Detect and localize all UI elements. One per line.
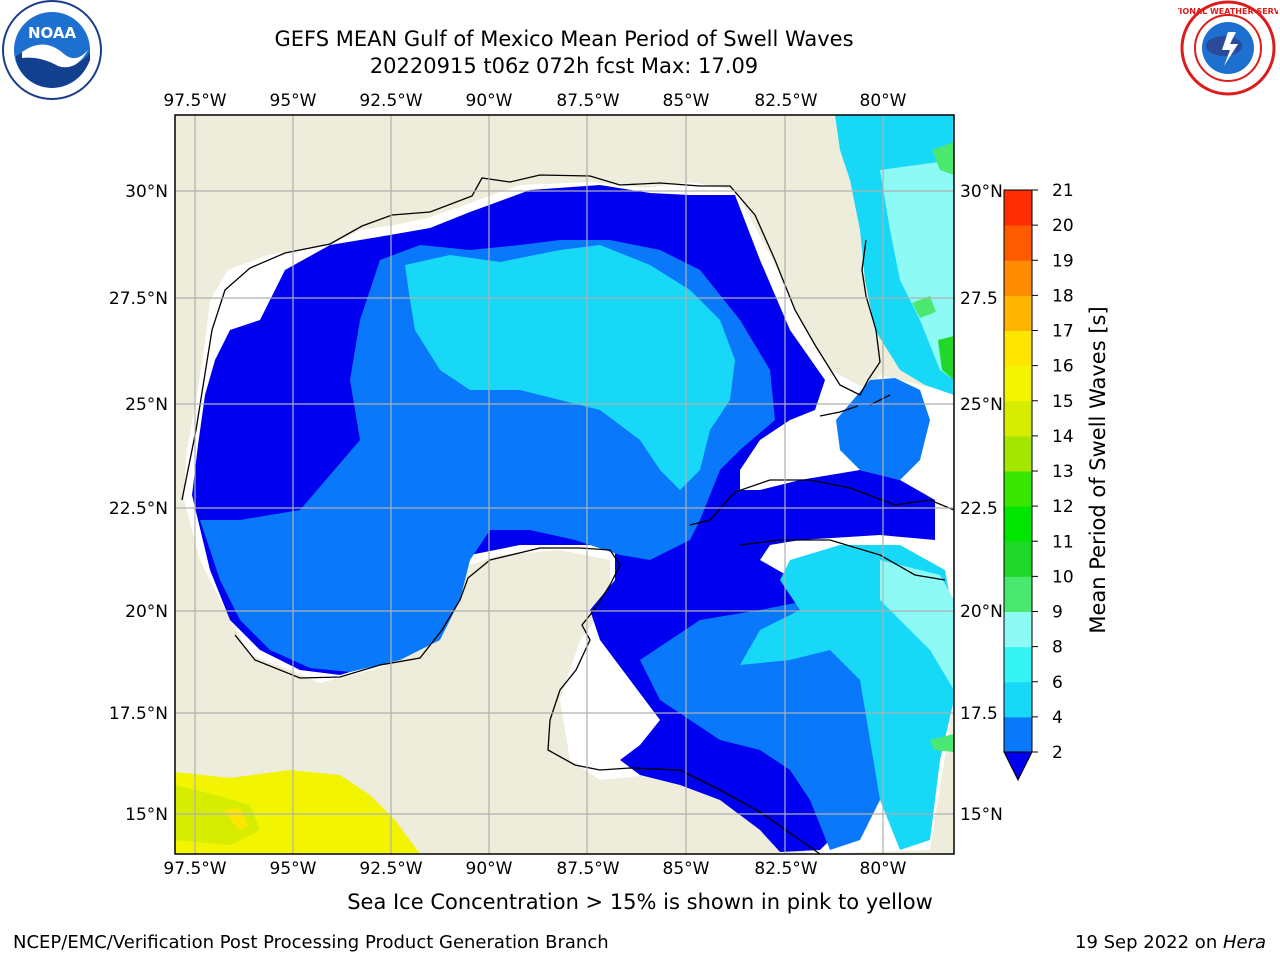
colorbar-swatch: [1004, 260, 1032, 296]
colorbar-swatch: [1004, 295, 1032, 331]
colorbar-swatch: [1004, 716, 1032, 753]
colorbar-tick-label: 13: [1052, 462, 1074, 482]
swell-10-12s-patch: [938, 336, 954, 380]
colorbar-tick-label: 11: [1052, 532, 1074, 552]
colorbar-tick-label: 14: [1052, 427, 1074, 447]
lon-tick-label: 85°W: [663, 91, 710, 111]
lat-tick-label: 20°N: [125, 602, 168, 622]
lat-tick-label: 15°N: [960, 805, 1003, 825]
lat-labels-left: 30°N 27.5°N 25°N 22.5°N 20°N 17.5°N 15°N: [109, 182, 168, 825]
colorbar-tick-label: 19: [1052, 251, 1074, 271]
footer-host: Hera: [1222, 932, 1266, 953]
colorbar-tick-label: 2: [1052, 743, 1063, 763]
lon-tick-label: 92.5°W: [359, 91, 422, 111]
lat-labels-right: 30°N 27.5 25°N 22.5 20°N 17.5 15°N: [960, 182, 1003, 825]
lat-tick-label: 30°N: [960, 182, 1003, 202]
lon-tick-label: 95°W: [270, 91, 317, 111]
map-title: GEFS MEAN Gulf of Mexico Mean Period of …: [274, 27, 854, 51]
map-subtitle-forecast: 20220915 t06z 072h fcst Max: 17.09: [369, 54, 759, 78]
svg-text:NATIONAL WEATHER SERVICE: NATIONAL WEATHER SERVICE: [1178, 7, 1278, 16]
colorbar-swatch: [1004, 576, 1032, 612]
graticule: [175, 115, 954, 854]
colorbar-swatch: [1004, 646, 1032, 683]
lat-tick-label: 25°N: [960, 395, 1003, 415]
colorbar-tick-label: 15: [1052, 392, 1074, 412]
colorbar-tick-label: 10: [1052, 567, 1074, 587]
colorbar-swatch: [1004, 225, 1032, 261]
colorbar-tick-label: 21: [1052, 181, 1074, 201]
lat-tick-label: 30°N: [125, 182, 168, 202]
colorbar-swatch: [1004, 365, 1032, 402]
colorbar-swatch: [1004, 330, 1032, 367]
colorbar-swatch: [1004, 681, 1032, 718]
swell-9-11s-patch: [912, 296, 936, 318]
lat-tick-label: 17.5: [960, 704, 998, 724]
lat-tick-label: 17.5°N: [109, 704, 168, 724]
lon-tick-label: 97.5°W: [163, 91, 226, 111]
colorbar-swatch: [1004, 611, 1032, 648]
lon-tick-label: 87.5°W: [556, 91, 619, 111]
swell-6-8s: [405, 245, 735, 490]
swell-8-9s-atlantic: [880, 160, 954, 380]
colorbar: 2 4 6 8 9 10 11 12 13 14 15 16 17 18 19 20 21: [1003, 181, 1074, 782]
sea-ice-note: Sea Ice Concentration > 15% is shown in …: [347, 890, 933, 914]
lat-tick-label: 25°N: [125, 395, 168, 415]
colorbar-tick-label: 20: [1052, 216, 1074, 236]
nws-logo: NATIONAL WEATHER SERVICE: [1178, 0, 1278, 96]
swell-9-11s-patch: [930, 734, 954, 752]
lon-tick-label: 92.5°W: [359, 859, 422, 879]
colorbar-swatch: [1004, 541, 1032, 577]
lon-labels-top: 97.5°W 95°W 92.5°W 90°W 87.5°W 85°W 82.5…: [163, 91, 906, 111]
noaa-logo: NOAA: [2, 0, 102, 100]
colorbar-extend-triangle: [1003, 751, 1033, 782]
lat-tick-label: 15°N: [125, 805, 168, 825]
colorbar-swatch: [1004, 435, 1032, 472]
lon-tick-label: 95°W: [270, 859, 317, 879]
lon-tick-label: 82.5°W: [754, 91, 817, 111]
footer-date-text: 19 Sep 2022 on: [1075, 932, 1223, 953]
lon-labels-bottom: 97.5°W 95°W 92.5°W 90°W 87.5°W 85°W 82.5…: [163, 859, 906, 879]
colorbar-swatch: [1004, 190, 1032, 226]
footer-credit: NCEP/EMC/Verification Post Processing Pr…: [13, 932, 609, 953]
lon-tick-label: 85°W: [663, 859, 710, 879]
swell-8-9s-caribbean: [880, 560, 954, 690]
colorbar-swatch: [1004, 400, 1032, 437]
map-plot-area: [175, 115, 954, 854]
lon-tick-label: 87.5°W: [556, 859, 619, 879]
colorbar-swatch: [1004, 506, 1032, 542]
lon-tick-label: 80°W: [860, 91, 907, 111]
colorbar-tick-label: 9: [1052, 603, 1063, 623]
colorbar-tick-label: 6: [1052, 673, 1063, 693]
colorbar-tick-label: 18: [1052, 286, 1074, 306]
coastline: [181, 174, 954, 854]
lat-tick-label: 20°N: [960, 602, 1003, 622]
lat-tick-label: 27.5°N: [109, 289, 168, 309]
colorbar-swatch: [1004, 471, 1032, 507]
colorbar-tick-label: 8: [1052, 638, 1063, 658]
lon-tick-label: 97.5°W: [163, 859, 226, 879]
lon-tick-label: 90°W: [466, 859, 513, 879]
colorbar-label: Mean Period of Swell Waves [s]: [1086, 306, 1110, 634]
lon-tick-label: 80°W: [860, 859, 907, 879]
colorbar-tick-label: 4: [1052, 708, 1063, 728]
swell-9-11s-patch: [932, 142, 954, 175]
lon-tick-label: 90°W: [466, 91, 513, 111]
map-frame: [174, 114, 955, 855]
colorbar-tick-label: 17: [1052, 322, 1074, 342]
footer-date: 19 Sep 2022 on Hera: [1075, 932, 1266, 953]
lon-tick-label: 82.5°W: [754, 859, 817, 879]
swell-6-8s-caribbean: [740, 545, 954, 850]
colorbar-tick-label: 12: [1052, 497, 1074, 517]
lat-tick-label: 27.5: [960, 289, 998, 309]
lat-tick-label: 22.5°N: [109, 499, 168, 519]
swell-13-14s-patch: [175, 785, 260, 845]
colorbar-tick-label: 16: [1052, 357, 1074, 377]
svg-text:NOAA: NOAA: [28, 24, 77, 42]
lat-tick-label: 22.5: [960, 499, 998, 519]
